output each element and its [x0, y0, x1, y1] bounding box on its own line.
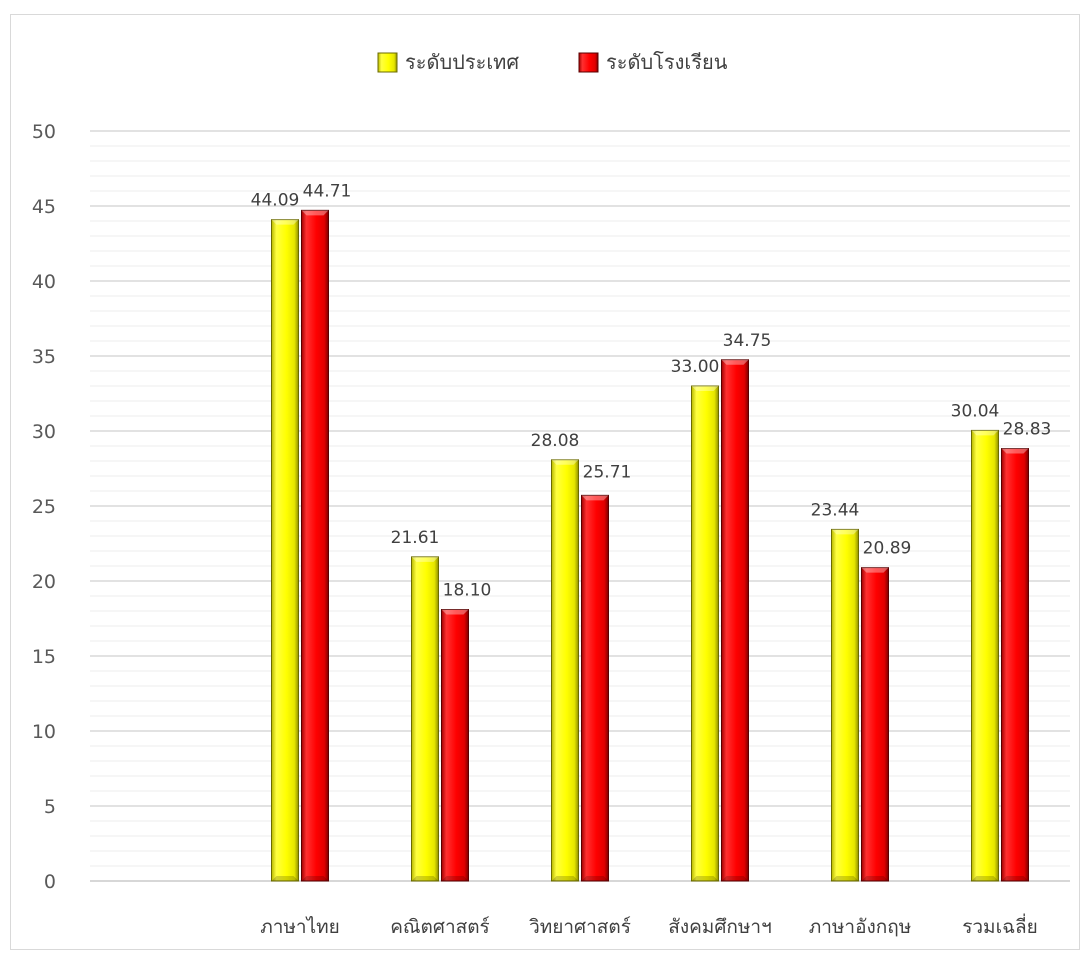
bar-national — [411, 556, 439, 882]
bar-bevel-bottom — [441, 876, 469, 881]
bar-bevel-top — [551, 459, 579, 465]
bar-bevel-bottom — [581, 876, 609, 881]
bar-school — [301, 209, 329, 882]
x-tick-label: สังคมศึกษาฯ — [668, 916, 772, 938]
data-label: 28.08 — [531, 431, 580, 451]
bar-national — [271, 219, 299, 882]
y-tick-label: 40 — [32, 271, 56, 293]
bar-school — [1001, 448, 1029, 882]
bar-school — [581, 494, 609, 882]
bar-national — [831, 528, 859, 882]
data-label: 44.09 — [251, 191, 300, 211]
bar-bevel-top — [721, 359, 749, 365]
x-tick-label: คณิตศาสตร์ — [390, 916, 490, 938]
bar-bevel-bottom — [691, 876, 719, 881]
bar-bevel-bottom — [551, 876, 579, 881]
legend-label: ระดับประเทศ — [405, 50, 519, 74]
bar-bevel-top — [411, 556, 439, 562]
x-tick-label: รวมเฉลี่ย — [962, 913, 1038, 938]
chart-frame — [10, 14, 1080, 950]
bar-national — [551, 459, 579, 882]
bar-national — [971, 429, 999, 882]
bar-bevel-top — [271, 219, 299, 225]
bar-bevel-top — [441, 609, 469, 615]
bar-bevel-bottom — [831, 876, 859, 881]
bar-bevel-bottom — [411, 876, 439, 881]
bar-bevel-top — [1001, 448, 1029, 454]
x-tick-label: วิทยาศาสตร์ — [529, 916, 631, 938]
y-tick-label: 45 — [32, 196, 56, 218]
legend-item[interactable]: ระดับโรงเรียน — [578, 50, 728, 74]
y-tick-label: 0 — [44, 871, 56, 893]
y-tick-label: 15 — [32, 646, 56, 668]
x-tick-label: ภาษาไทย — [260, 916, 340, 938]
legend-swatch — [377, 52, 398, 73]
legend-swatch — [578, 52, 599, 73]
legend-item[interactable]: ระดับประเทศ — [377, 50, 519, 74]
bar-bevel-top — [581, 495, 609, 501]
data-label: 30.04 — [951, 401, 1000, 421]
data-label: 21.61 — [391, 528, 440, 548]
bar-school — [441, 609, 469, 882]
bar-bevel-bottom — [971, 876, 999, 881]
x-tick-label: ภาษาอังกฤษ — [809, 916, 912, 938]
bar-bevel-bottom — [861, 876, 889, 881]
data-label: 33.00 — [671, 357, 720, 377]
bar-bevel-top — [861, 567, 889, 573]
y-tick-label: 35 — [32, 346, 56, 368]
data-label: 44.71 — [303, 181, 352, 201]
bar-bevel-top — [301, 210, 329, 216]
data-label: 28.83 — [1003, 420, 1052, 440]
y-tick-label: 10 — [32, 721, 56, 743]
y-tick-label: 25 — [32, 496, 56, 518]
bar-bevel-bottom — [301, 876, 329, 881]
y-tick-label: 20 — [32, 571, 56, 593]
bar-bevel-top — [691, 386, 719, 391]
data-label: 18.10 — [443, 581, 492, 601]
bar-bevel-top — [831, 529, 859, 535]
bar-bevel-bottom — [721, 876, 749, 881]
y-tick-label: 30 — [32, 421, 56, 443]
bar-bevel-bottom — [1001, 876, 1029, 881]
bar-bevel-bottom — [271, 876, 299, 881]
bar-national — [691, 385, 719, 882]
data-label: 23.44 — [811, 500, 860, 520]
y-tick-label: 50 — [32, 121, 56, 143]
legend-label: ระดับโรงเรียน — [606, 50, 728, 74]
bar-school — [721, 359, 749, 882]
data-label: 25.71 — [583, 462, 632, 482]
bar-bevel-top — [971, 430, 999, 436]
data-label: 20.89 — [863, 539, 912, 559]
bar-school — [861, 567, 889, 882]
data-label: 34.75 — [723, 331, 772, 351]
y-tick-label: 5 — [44, 796, 56, 818]
